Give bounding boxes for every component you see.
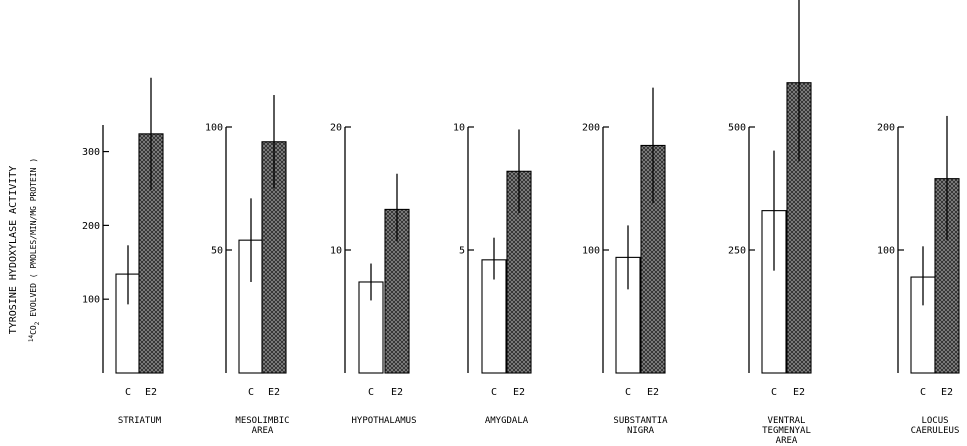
panel-title: CAERULEUS [911,426,960,436]
y-tick-label: 10 [330,246,342,257]
superscript-14: 14 [28,335,35,343]
category-label: E2 [145,387,157,398]
panel-title: VENTRAL [768,416,806,426]
category-label: E2 [647,387,659,398]
category-label: E2 [268,387,280,398]
panel-title: SUBSTANTIA [613,416,668,426]
y-tick-label: 100 [877,246,895,257]
y-tick-label: 5 [459,246,465,257]
category-label: C [771,387,777,398]
chart-panel: 100 200 300 C E2 STRIATUM [82,77,164,426]
y-tick-label: 10 [453,123,465,134]
panel-title: TEGMENYAL [762,426,811,436]
chart-panel: 10 20 C E2 HYPOTHALAMUS [330,123,417,427]
y-axis-title: TYROSINE HYDOXYLASE ACTIVITY 14CO2 EVOLV… [8,158,41,342]
y-tick-label: 100 [82,295,100,306]
chart-panel: 5 10 C E2 AMYGDALA [453,123,532,426]
category-label: E2 [941,387,953,398]
y-tick-label: 100 [582,246,600,257]
panel-title: HYPOTHALAMUS [351,416,416,426]
y-tick-label: 200 [877,123,895,134]
category-label: E2 [513,387,525,398]
category-label: E2 [391,387,403,398]
y-tick-label: 50 [211,246,223,257]
category-label: E2 [793,387,805,398]
y-tick-label: 500 [728,123,746,134]
y-tick-label: 300 [82,147,100,158]
e2-bar [384,208,410,374]
panel-title: MESOLIMBIC [235,416,289,426]
panel-title: NIGRA [627,426,655,436]
panel-title: STRIATUM [118,416,162,426]
units-label: EVOLVED ( PMOLES/MIN/MG PROTEIN ) [29,158,38,322]
y-axis-title-line2: 14CO2 EVOLVED ( PMOLES/MIN/MG PROTEIN ) [28,158,41,342]
y-tick-label: 200 [82,221,100,232]
category-label: C [125,387,131,398]
category-label: C [368,387,374,398]
panel-title: AREA [252,426,274,436]
y-axis-title-line1: TYROSINE HYDOXYLASE ACTIVITY [8,166,19,335]
subscript-2: 2 [34,321,41,325]
panel-title: AREA [776,436,798,446]
co-label: CO [29,325,38,335]
y-tick-label: 250 [728,246,746,257]
category-label: C [920,387,926,398]
category-label: C [625,387,631,398]
y-tick-label: 100 [205,123,223,134]
y-tick-label: 20 [330,123,342,134]
category-label: C [248,387,254,398]
y-tick-label: 200 [582,123,600,134]
panel-title: AMYGDALA [485,416,529,426]
panel-title: LOCUS [921,416,948,426]
category-label: C [491,387,497,398]
